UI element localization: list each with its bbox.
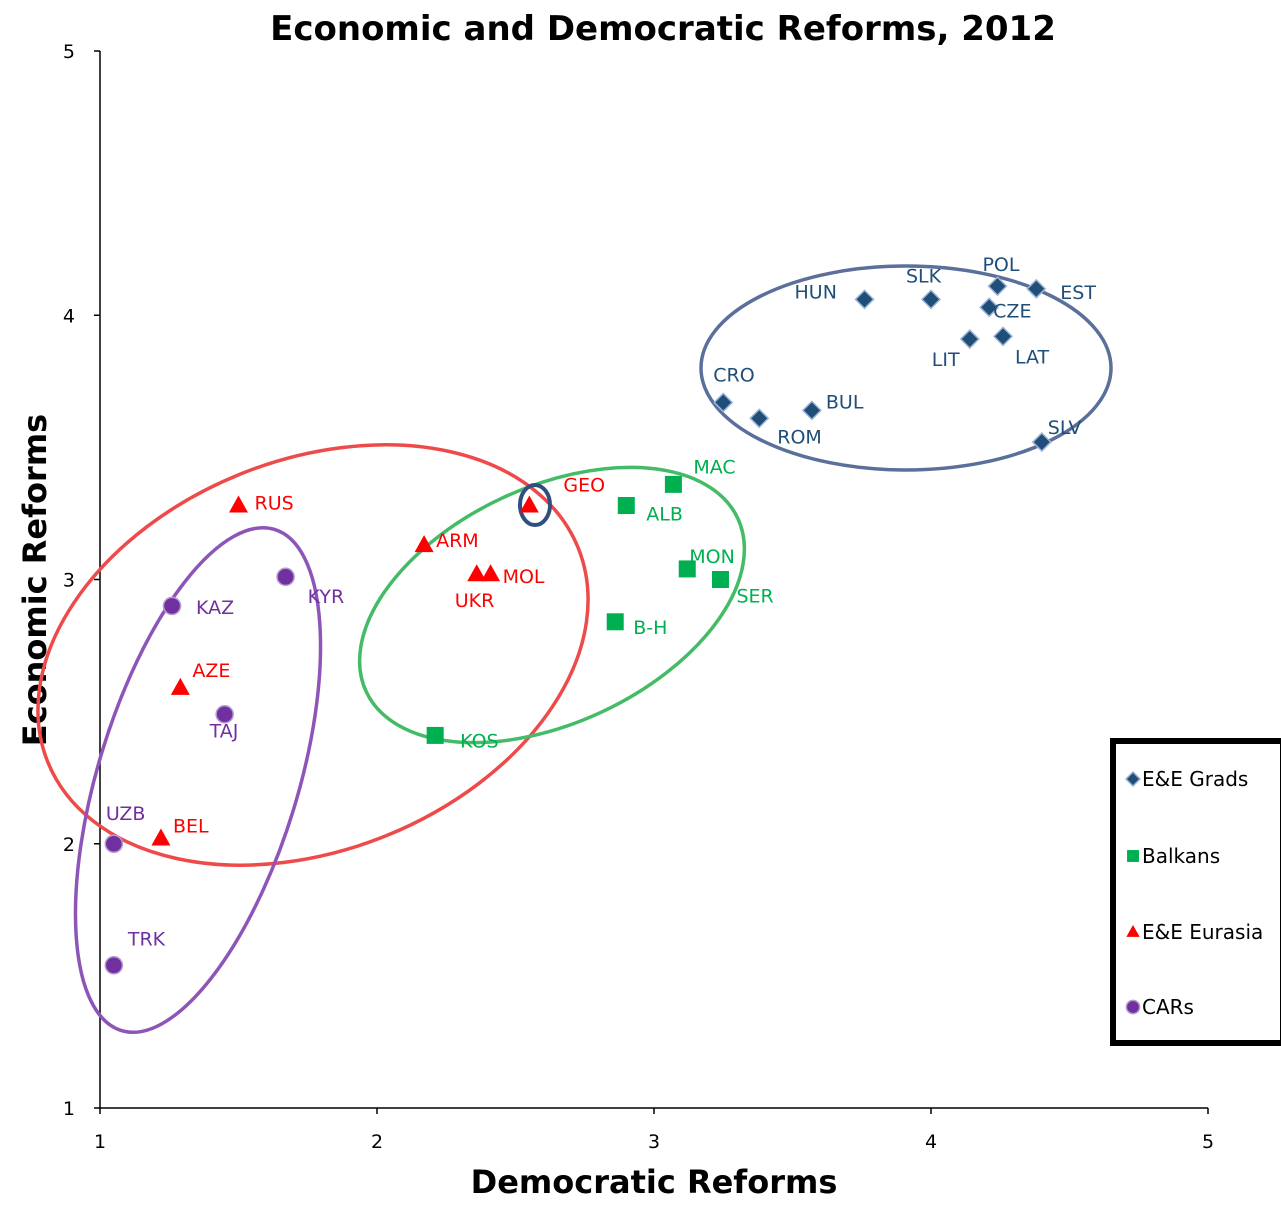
triangle-marker xyxy=(170,677,190,695)
legend-label: E&E Eurasia xyxy=(1142,920,1263,944)
triangle-marker xyxy=(151,828,171,846)
square-marker xyxy=(426,726,444,744)
point-label: UKR xyxy=(455,590,495,612)
point-label: GEO xyxy=(563,475,605,497)
y-tick-label: 4 xyxy=(63,305,75,327)
x-axis-title: Democratic Reforms xyxy=(471,1163,838,1201)
circle-marker xyxy=(104,956,124,975)
point-label: ARM xyxy=(436,530,479,552)
point-label: LIT xyxy=(932,349,960,371)
diamond-marker xyxy=(959,328,980,350)
diamond-marker xyxy=(713,392,734,413)
grads-ellipse xyxy=(699,264,1113,472)
legend-label: Balkans xyxy=(1142,844,1220,868)
diamond-marker xyxy=(854,289,875,310)
x-tick-label: 3 xyxy=(648,1131,660,1153)
point-label: B-H xyxy=(633,617,667,639)
y-tick-label: 3 xyxy=(63,570,75,592)
point-label: RUS xyxy=(255,493,294,515)
point-label: CZE xyxy=(993,300,1031,322)
triangle-marker xyxy=(467,564,487,582)
x-tick-label: 5 xyxy=(1202,1131,1214,1153)
square-marker xyxy=(711,571,729,588)
point-label: SLV xyxy=(1048,417,1082,439)
legend-label: CARs xyxy=(1142,995,1194,1019)
diamond-marker xyxy=(1031,432,1052,453)
diamond-marker xyxy=(1026,278,1047,299)
legend-circle-marker xyxy=(1125,999,1141,1015)
point-label: MON xyxy=(689,546,735,568)
point-label: CRO xyxy=(713,364,754,386)
point-label: TRK xyxy=(127,928,166,950)
circle-marker xyxy=(104,834,124,854)
triangle-marker xyxy=(481,564,501,582)
y-axis-title: Economic Reforms xyxy=(16,414,54,746)
ticks: 1 2 3 4 5 1 2 3 4 5 xyxy=(63,41,1214,1153)
square-marker xyxy=(606,613,624,631)
point-label: TAJ xyxy=(209,720,239,742)
square-marker xyxy=(617,497,635,515)
x-tick-label: 1 xyxy=(94,1131,106,1153)
point-label: UZB xyxy=(106,803,146,825)
point-label: KOS xyxy=(460,730,498,752)
point-label: KYR xyxy=(308,586,345,608)
circle-marker xyxy=(276,567,295,587)
y-tick-label: 1 xyxy=(63,1098,75,1120)
x-tick-label: 4 xyxy=(925,1131,937,1153)
circle-marker xyxy=(162,596,182,616)
point-label: ROM xyxy=(777,426,822,448)
point-label: SER xyxy=(736,586,773,608)
point-label: BEL xyxy=(173,815,209,837)
x-tick-label: 2 xyxy=(371,1131,383,1153)
point-label: EST xyxy=(1060,282,1096,304)
diamond-marker xyxy=(987,276,1008,297)
point-label: BUL xyxy=(826,391,864,413)
legend-box xyxy=(1110,738,1281,1046)
circle-marker xyxy=(215,704,234,724)
diamond-marker xyxy=(749,408,770,429)
point-label: AZE xyxy=(192,660,230,682)
cars-ellipse xyxy=(73,525,323,1035)
geo-highlight-ellipse xyxy=(518,483,552,527)
diamond-marker xyxy=(992,326,1014,347)
point-label: SLK xyxy=(906,265,942,287)
eurasia-ellipse xyxy=(36,443,590,867)
point-label: LAT xyxy=(1015,346,1050,368)
legend-square-marker xyxy=(1127,850,1139,862)
y-tick-label: 5 xyxy=(63,41,75,63)
legend-diamond-marker xyxy=(1124,770,1142,788)
legend-label: E&E Grads xyxy=(1142,767,1248,791)
diamond-marker xyxy=(920,289,942,310)
chart-title: Economic and Democratic Reforms, 2012 xyxy=(270,9,1056,49)
point-label: HUN xyxy=(795,281,837,303)
triangle-marker xyxy=(414,535,434,553)
axes xyxy=(99,51,1208,1109)
triangle-marker xyxy=(519,495,539,513)
legend: E&E Grads Balkans E&E Eurasia CARs xyxy=(1110,738,1281,1046)
balkans-ellipse xyxy=(357,465,747,745)
diamond-marker xyxy=(979,297,1000,318)
point-label: KAZ xyxy=(196,597,234,619)
square-marker xyxy=(678,560,696,578)
point-label: ALB xyxy=(646,504,683,526)
point-label: POL xyxy=(982,254,1019,276)
point-label: MOL xyxy=(503,566,545,588)
y-tick-label: 2 xyxy=(63,834,75,856)
triangle-marker xyxy=(229,495,248,513)
legend-triangle-marker xyxy=(1126,925,1140,937)
square-marker xyxy=(664,475,682,493)
group-ellipses xyxy=(36,264,1113,1035)
data-points xyxy=(104,276,1052,975)
diamond-marker xyxy=(801,400,822,421)
point-label: MAC xyxy=(693,456,735,478)
